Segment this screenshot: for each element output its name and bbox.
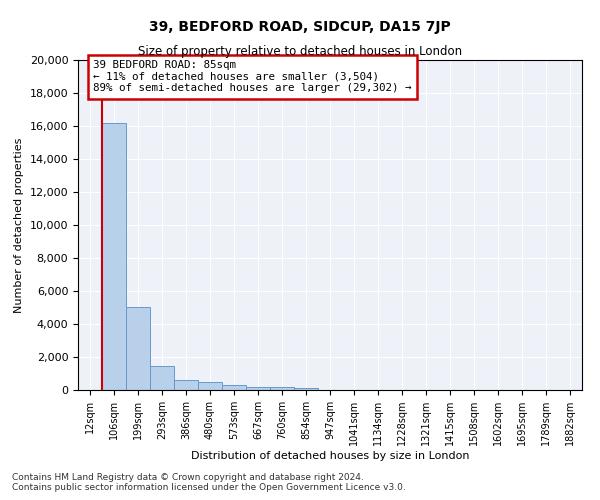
Bar xyxy=(246,386,270,390)
Bar xyxy=(174,380,198,390)
Bar xyxy=(150,366,174,390)
Text: 39 BEDFORD ROAD: 85sqm
← 11% of detached houses are smaller (3,504)
89% of semi-: 39 BEDFORD ROAD: 85sqm ← 11% of detached… xyxy=(93,60,412,93)
Text: Size of property relative to detached houses in London: Size of property relative to detached ho… xyxy=(138,45,462,58)
Bar xyxy=(126,306,150,390)
X-axis label: Distribution of detached houses by size in London: Distribution of detached houses by size … xyxy=(191,451,469,461)
Y-axis label: Number of detached properties: Number of detached properties xyxy=(14,138,24,312)
Bar xyxy=(198,382,222,390)
Bar xyxy=(222,386,246,390)
Bar xyxy=(270,388,294,390)
Text: 39, BEDFORD ROAD, SIDCUP, DA15 7JP: 39, BEDFORD ROAD, SIDCUP, DA15 7JP xyxy=(149,20,451,34)
Bar xyxy=(102,122,126,390)
Text: Contains HM Land Registry data © Crown copyright and database right 2024.: Contains HM Land Registry data © Crown c… xyxy=(12,474,364,482)
Text: Contains public sector information licensed under the Open Government Licence v3: Contains public sector information licen… xyxy=(12,484,406,492)
Bar xyxy=(294,388,318,390)
